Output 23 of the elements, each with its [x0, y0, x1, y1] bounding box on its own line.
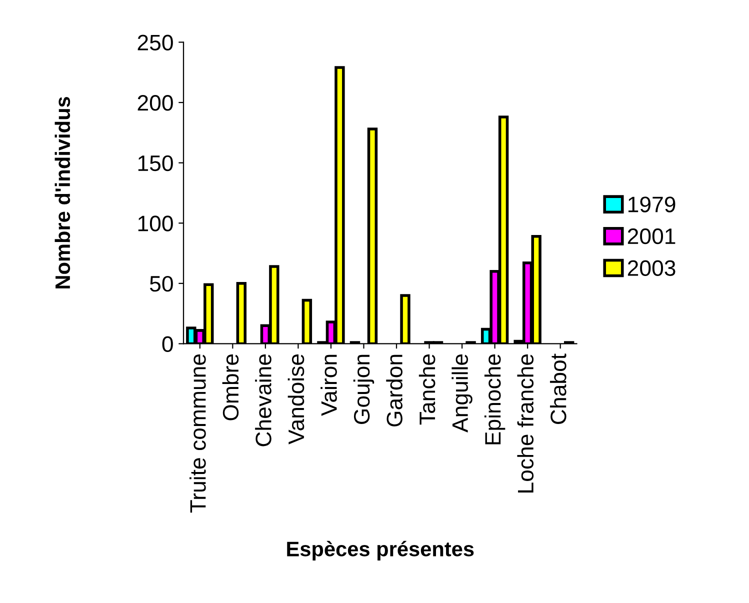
- legend-label: 2001: [628, 228, 676, 244]
- x-tick-label: Gardon: [386, 354, 402, 426]
- y-tick-label: 250: [138, 34, 173, 50]
- x-axis-title: Espèces présentes: [287, 540, 474, 561]
- y-tick-label: 150: [138, 155, 173, 172]
- x-tick-label: Tanche: [418, 354, 436, 425]
- x-tick-label: Epinoche: [484, 354, 506, 444]
- x-tick-label: Goujon: [353, 354, 374, 424]
- legend-label: 2003: [628, 260, 676, 276]
- x-tick-label: Chabot: [550, 354, 566, 424]
- x-tick-label: Truite commune: [190, 354, 206, 513]
- x-tick-label: Loche franche: [517, 354, 534, 492]
- legend-label: 1979: [628, 196, 676, 212]
- x-tick-label: Anguille: [452, 354, 472, 432]
- y-tick-label: 50: [150, 276, 173, 292]
- y-axis-title: Nombre d'individus: [54, 96, 70, 288]
- y-tick-label: 100: [138, 216, 173, 232]
- y-tick-label: 0: [162, 336, 173, 352]
- x-tick-label: Vairon: [320, 354, 337, 416]
- x-tick-label: Vandoise: [288, 354, 304, 444]
- y-tick-label: 200: [138, 95, 173, 111]
- x-tick-label: Ombre: [222, 354, 239, 420]
- x-tick-label: Chevaine: [255, 354, 272, 446]
